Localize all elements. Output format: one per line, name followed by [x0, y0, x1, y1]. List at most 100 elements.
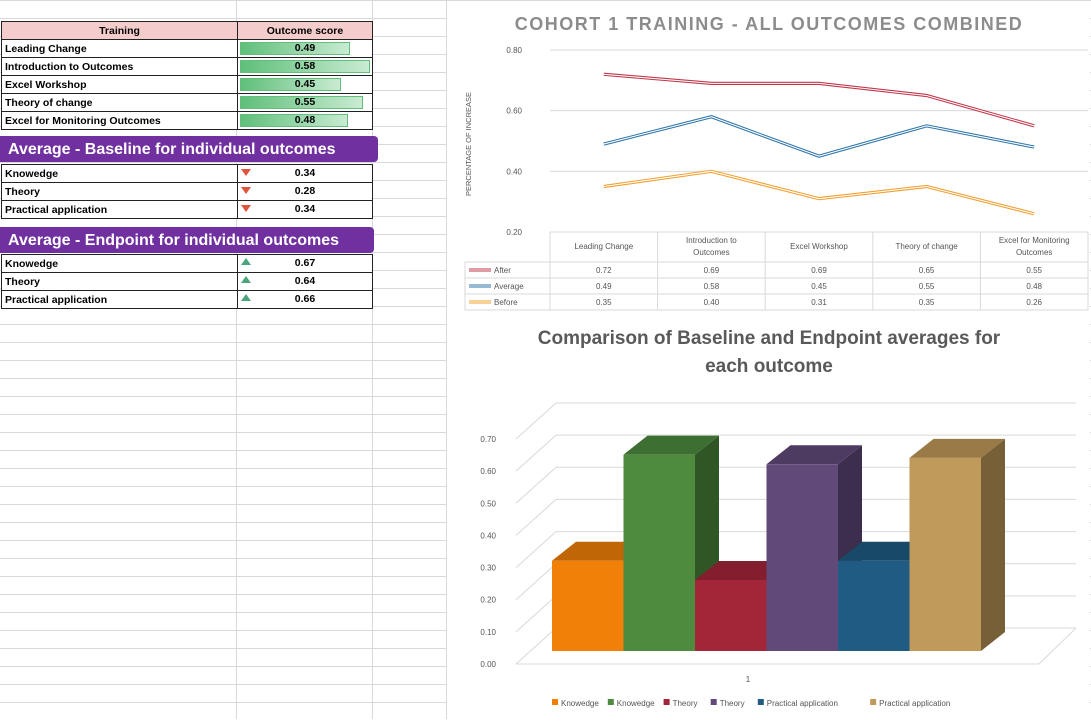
outcome-name[interactable]: Practical application [1, 200, 238, 219]
table-value: 0.58 [704, 282, 720, 291]
table-row: Leading Change 0.49 [1, 39, 373, 58]
outcome-score-cell[interactable]: 0.49 [237, 39, 373, 58]
table-row: Excel Workshop 0.45 [1, 75, 373, 94]
y-tick-label: 0.60 [506, 107, 522, 116]
gridline [515, 466, 557, 504]
triangle-down-icon [241, 169, 251, 176]
x-tick-label: Introduction to Outcomes [686, 236, 737, 257]
gridline [515, 563, 557, 601]
floor-edge [1038, 627, 1077, 665]
table-value: 0.35 [919, 298, 935, 307]
data-bar [240, 114, 348, 127]
series-line-inner [603, 116, 1035, 157]
table-value: 0.69 [704, 266, 720, 275]
outcome-name[interactable]: Knowedge [1, 254, 238, 273]
outcome-name[interactable]: Knowedge [1, 164, 238, 183]
legend-label: Average [494, 282, 524, 291]
x-tick-label: Excel for Monitoring Outcomes [999, 236, 1070, 257]
outcome-value: 0.67 [294, 257, 316, 269]
outcome-value-cell[interactable]: 0.64 [237, 272, 373, 291]
training-name[interactable]: Introduction to Outcomes [1, 57, 238, 76]
x-tick-label: 1 [746, 675, 751, 684]
table-value: 0.72 [596, 266, 612, 275]
chart-title: Comparison of Baseline and Endpoint aver… [538, 328, 1001, 377]
gridline [515, 434, 557, 472]
outcome-value-cell[interactable]: 0.34 [237, 200, 373, 219]
y-tick-label: 0.60 [480, 467, 496, 476]
outcome-value-cell[interactable]: 0.28 [237, 182, 373, 201]
table-value: 0.40 [704, 298, 720, 307]
table-row: Theory 0.64 [1, 272, 373, 291]
y-tick-label: 0.50 [480, 499, 496, 508]
table-value: 0.35 [596, 298, 612, 307]
outcome-name[interactable]: Practical application [1, 290, 238, 309]
data-bar [240, 78, 341, 91]
training-name[interactable]: Excel Workshop [1, 75, 238, 94]
table-value: 0.55 [919, 282, 935, 291]
y-tick-label: 0.80 [506, 46, 522, 55]
outcome-value-cell[interactable]: 0.66 [237, 290, 373, 309]
legend-swatch [607, 699, 614, 705]
training-name[interactable]: Theory of change [1, 93, 238, 112]
gridline [515, 595, 557, 633]
bar-top [909, 438, 1005, 458]
outcome-score: 0.48 [294, 114, 316, 126]
table-value: 0.26 [1026, 298, 1042, 307]
outcome-score-cell[interactable]: 0.58 [237, 57, 373, 76]
outcome-score-cell[interactable]: 0.55 [237, 93, 373, 112]
baseline-title: Average - Baseline for individual outcom… [0, 136, 378, 162]
series-line-after[interactable] [603, 72, 1035, 128]
table-value: 0.69 [811, 266, 827, 275]
y-tick-label: 0.20 [506, 228, 522, 237]
series-line-average[interactable] [603, 115, 1035, 158]
legend-swatch [757, 699, 764, 705]
baseline-table: Knowedge 0.34 Theory 0.28 Practical applicat… [1, 164, 373, 219]
y-tick-label: 0.20 [480, 596, 496, 605]
table-row: Practical application 0.34 [1, 200, 373, 219]
header-training[interactable]: Training [1, 21, 238, 40]
table-row: Theory 0.28 [1, 182, 373, 201]
y-tick-label: 0.40 [506, 167, 522, 176]
training-name[interactable]: Excel for Monitoring Outcomes [1, 111, 238, 130]
x-tick-label: Excel Workshop [790, 242, 848, 251]
legend-label[interactable]: Practical application [767, 699, 838, 708]
outcome-name[interactable]: Theory [1, 272, 238, 291]
table-value: 0.48 [1026, 282, 1042, 291]
bar-chart: Comparison of Baseline and Endpoint aver… [480, 328, 1077, 708]
triangle-down-icon [241, 205, 251, 212]
legend-label[interactable]: Knowedge [617, 699, 655, 708]
legend-label[interactable]: Theory [673, 699, 698, 708]
outcome-value: 0.34 [294, 203, 316, 215]
y-tick-label: 0.40 [480, 531, 496, 540]
gridline [515, 531, 557, 568]
legend-label[interactable]: Theory [720, 699, 745, 708]
table-value: 0.45 [811, 282, 827, 291]
bar-front [909, 457, 981, 651]
endpoint-table: Knowedge 0.67 Theory 0.64 Practical applicat… [1, 254, 373, 309]
outcome-score-cell[interactable]: 0.45 [237, 75, 373, 94]
outcome-value-cell[interactable]: 0.67 [237, 254, 373, 273]
table-row: Introduction to Outcomes 0.58 [1, 57, 373, 76]
triangle-up-icon [241, 276, 251, 283]
bar-front [552, 560, 624, 651]
legend-swatch [710, 699, 717, 705]
outcome-value-cell[interactable]: 0.34 [237, 164, 373, 183]
line-chart-panel[interactable]: COHORT 1 TRAINING - ALL OUTCOMES COMBINE… [447, 4, 1090, 313]
triangle-up-icon [241, 294, 251, 301]
legend-label[interactable]: Practical application [879, 699, 950, 708]
outcome-value: 0.34 [294, 167, 316, 179]
bar-top [766, 445, 862, 465]
legend-swatch [552, 699, 558, 705]
outcome-name[interactable]: Theory [1, 182, 238, 201]
y-tick-label: 0.10 [480, 628, 496, 637]
bar-chart-panel[interactable]: Comparison of Baseline and Endpoint aver… [447, 317, 1090, 719]
table-value: 0.55 [1026, 266, 1042, 275]
bar-front [623, 454, 695, 651]
header-outcome-score[interactable]: Outcome score [237, 21, 373, 40]
training-name[interactable]: Leading Change [1, 39, 238, 58]
bar-practical-application[interactable] [909, 438, 1006, 651]
outcome-score-cell[interactable]: 0.48 [237, 111, 373, 130]
legend-label[interactable]: Knowedge [561, 699, 599, 708]
gridline [515, 499, 557, 536]
bar-front [766, 464, 838, 651]
